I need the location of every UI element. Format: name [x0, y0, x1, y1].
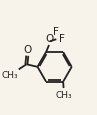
Text: F: F	[53, 27, 59, 37]
Text: F: F	[59, 34, 65, 44]
Text: CH₃: CH₃	[55, 90, 72, 99]
Text: O: O	[45, 33, 54, 43]
Text: CH₃: CH₃	[2, 71, 18, 80]
Text: O: O	[23, 45, 31, 55]
